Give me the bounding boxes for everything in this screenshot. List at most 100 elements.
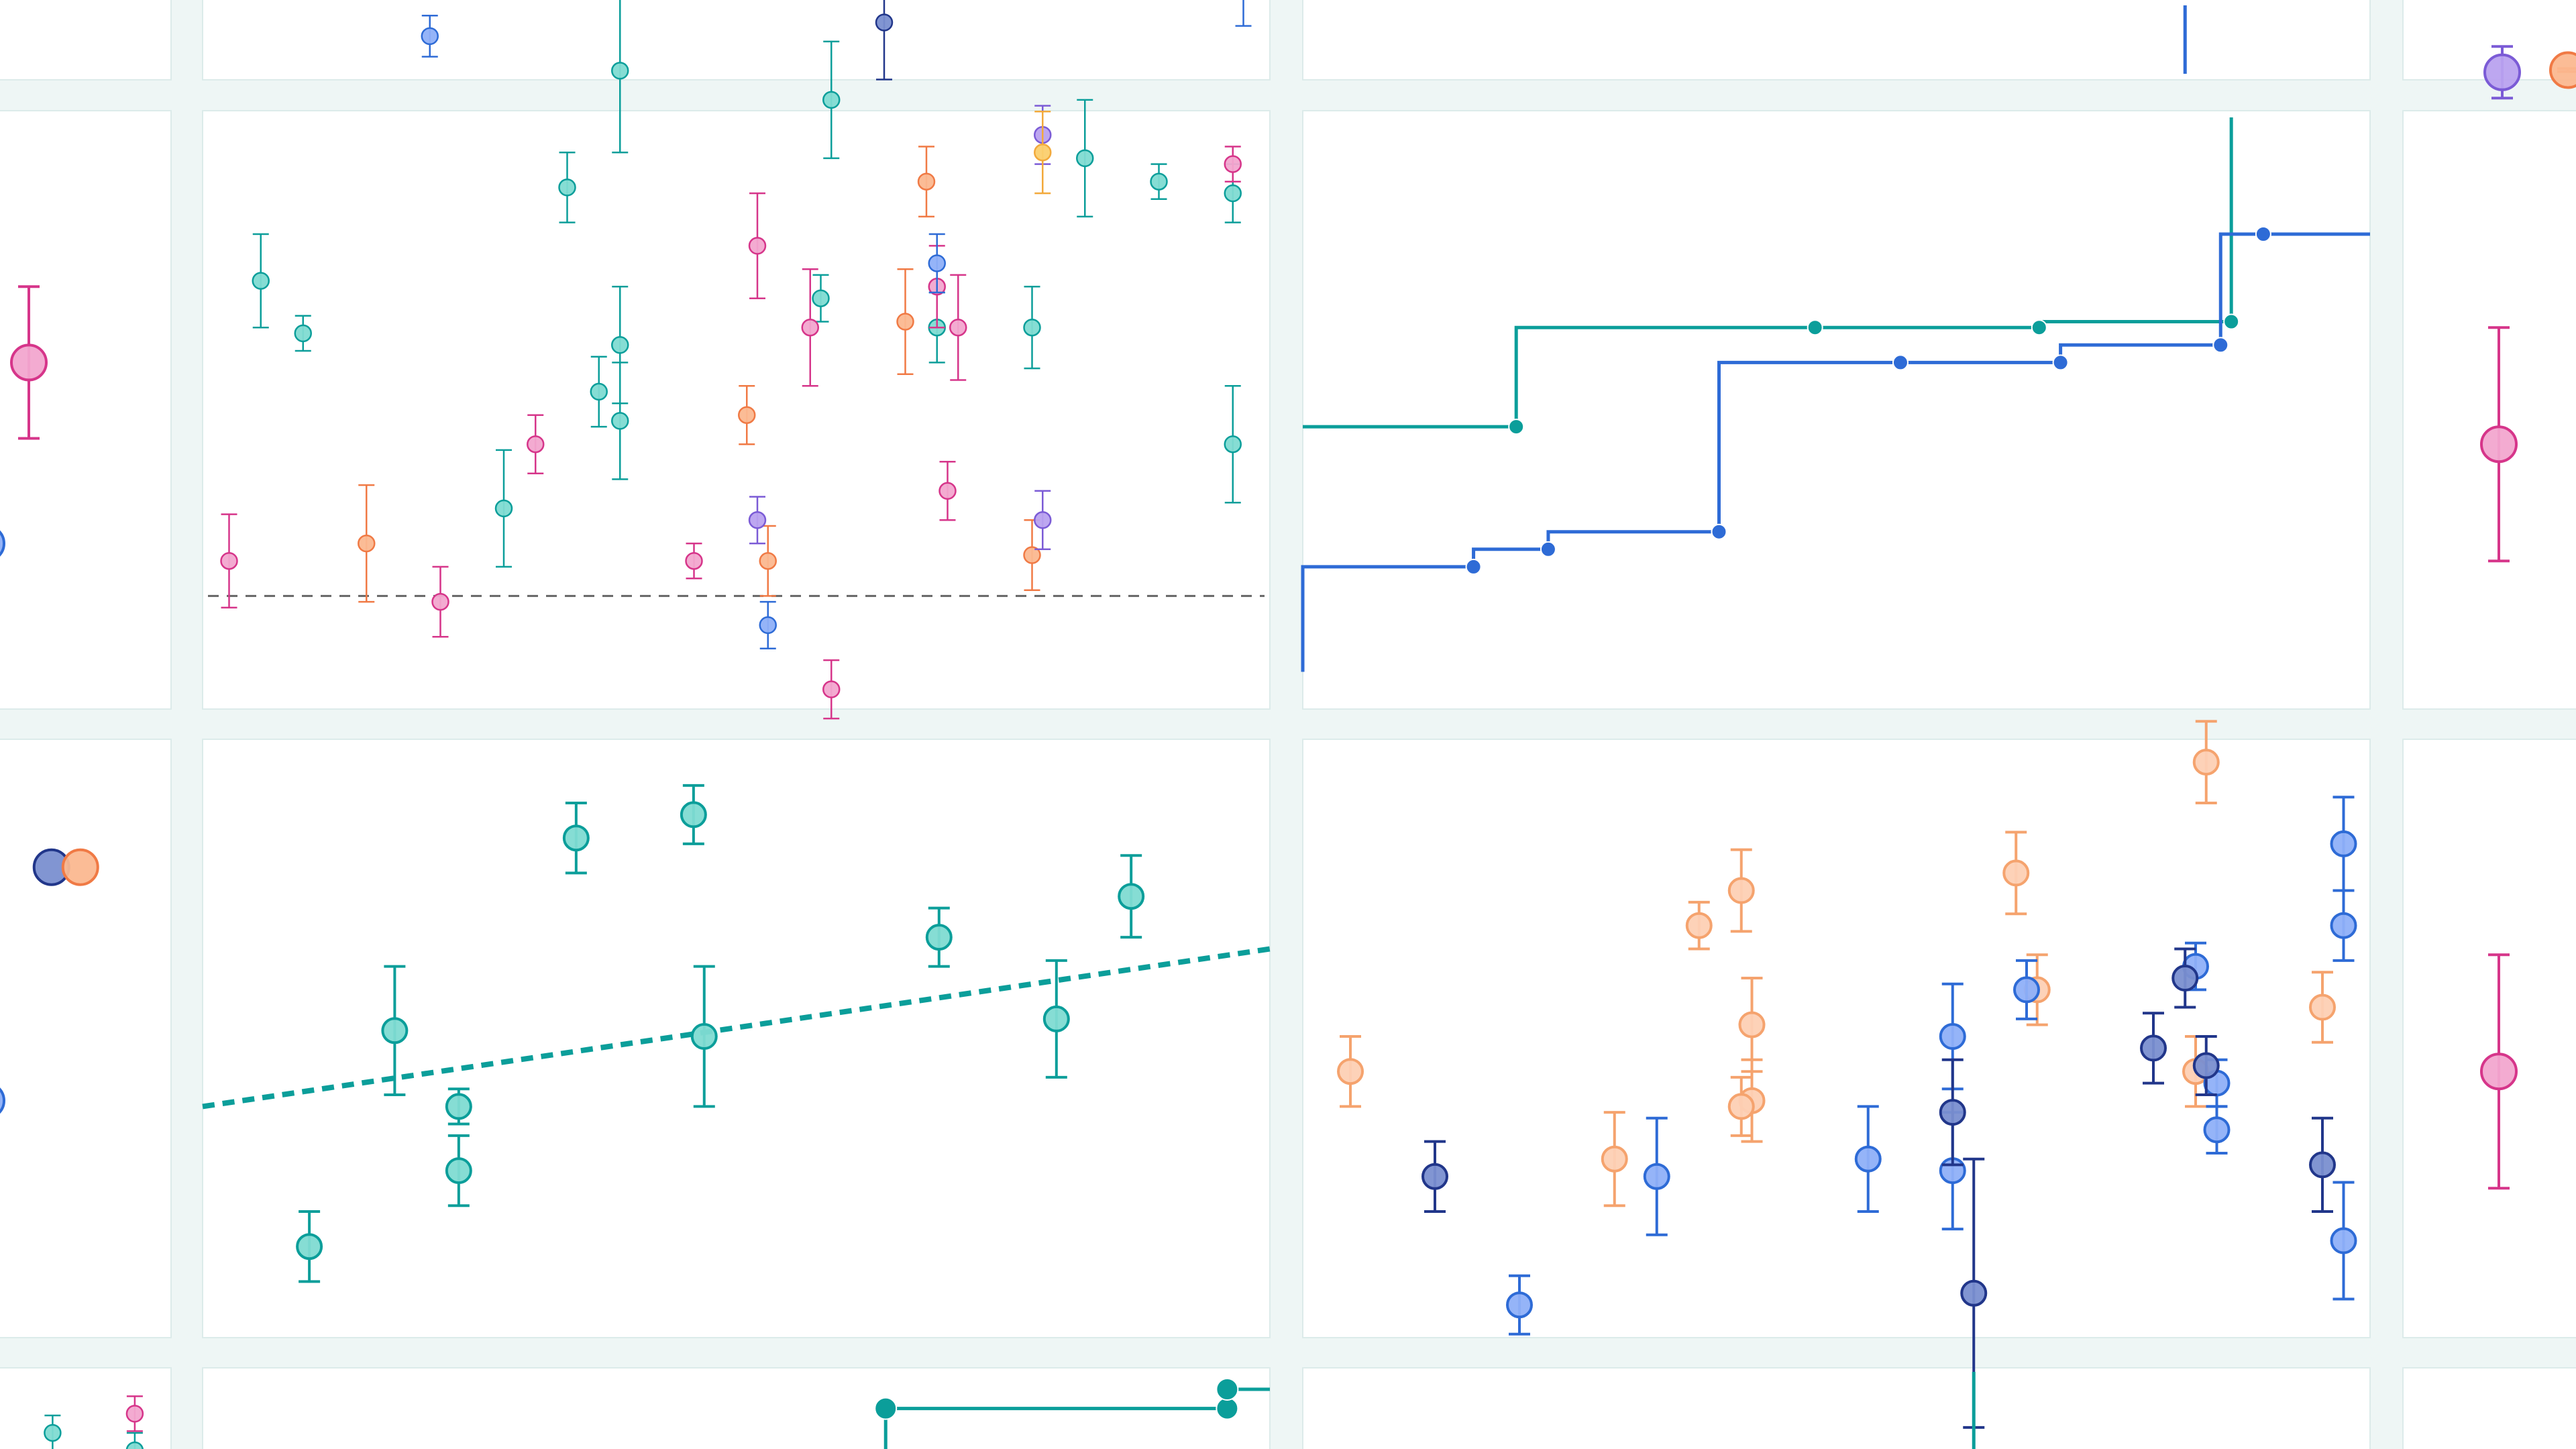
data-point: [611, 412, 629, 430]
step-point: [2212, 337, 2229, 354]
data-point: [421, 27, 439, 46]
data-point: [685, 551, 703, 570]
data-point: [296, 1233, 323, 1260]
data-point: [1685, 912, 1713, 939]
data-point: [2330, 912, 2357, 939]
data-point: [494, 499, 513, 518]
panel-lower-middle: [202, 739, 1271, 1338]
data-point: [949, 318, 967, 337]
step-point: [874, 1397, 898, 1420]
data-point: [611, 336, 629, 354]
step-point: [2223, 313, 2240, 330]
data-point: [294, 324, 312, 343]
step-point: [1508, 419, 1525, 435]
data-point: [1738, 1011, 1766, 1038]
data-point: [61, 848, 99, 886]
data-point: [917, 172, 936, 191]
data-point: [1727, 877, 1755, 904]
step-point: [1711, 523, 1727, 540]
data-point: [2140, 1034, 2167, 1062]
data-point: [680, 801, 707, 828]
series-line: [1303, 117, 2233, 429]
data-point: [925, 924, 953, 951]
data-point: [1034, 143, 1052, 162]
data-point: [738, 406, 756, 424]
data-point: [1224, 184, 1242, 203]
data-point: [2483, 53, 2521, 91]
data-point: [252, 272, 270, 290]
step-point: [1540, 541, 1556, 557]
step-point: [2255, 226, 2271, 242]
panel-bottom-right-edge: [2402, 1367, 2576, 1449]
panel-top-right: [1302, 0, 2371, 80]
data-point: [2330, 1227, 2357, 1254]
step-point: [1216, 1378, 1239, 1401]
step-point: [2052, 354, 2069, 371]
data-point: [558, 178, 576, 197]
data-point: [1118, 883, 1145, 910]
panel-lower-right-edge: [2402, 739, 2576, 1338]
panel-middle-left-edge: [0, 110, 172, 710]
data-point: [220, 551, 238, 570]
data-point: [1023, 546, 1041, 564]
panel-middle-middle: [202, 110, 1271, 710]
step-point: [1465, 558, 1482, 575]
data-point: [1727, 1093, 1755, 1120]
panel-top-left: [0, 0, 172, 80]
data-point: [1150, 172, 1168, 191]
data-point: [812, 289, 830, 307]
data-point: [759, 616, 777, 635]
data-point: [590, 382, 608, 401]
data-point: [2203, 1116, 2231, 1144]
data-point: [896, 313, 914, 331]
panel-lower-right: [1302, 739, 2371, 1338]
panel-middle-right-edge: [2402, 110, 2576, 710]
panel-bottom-left-edge: [0, 1367, 172, 1449]
data-point: [611, 62, 629, 80]
data-point: [928, 254, 946, 272]
data-point: [2002, 859, 2030, 887]
data-point: [2013, 976, 2040, 1004]
data-point: [1939, 1023, 1966, 1050]
data-point: [801, 318, 819, 337]
data-point: [2309, 1151, 2336, 1179]
data-point: [0, 1087, 5, 1114]
data-point: [2309, 994, 2336, 1021]
data-point: [748, 511, 767, 529]
data-point: [445, 1093, 472, 1120]
data-point: [125, 1441, 144, 1449]
data-point: [2192, 749, 2220, 776]
data-point: [1023, 318, 1041, 337]
data-point: [1224, 435, 1242, 453]
data-point: [527, 435, 545, 453]
data-point: [1076, 149, 1094, 168]
data-point: [875, 13, 894, 32]
data-point: [1421, 1163, 1448, 1190]
data-point: [445, 1157, 472, 1185]
data-point: [822, 680, 841, 698]
data-point: [381, 1017, 409, 1044]
data-point: [1224, 155, 1242, 173]
data-point: [1854, 1145, 1882, 1173]
data-point: [44, 1424, 62, 1442]
data-point: [1960, 1279, 1988, 1307]
data-point: [2192, 1052, 2220, 1079]
data-point: [1506, 1291, 1533, 1319]
panel-lower-left-edge: [0, 739, 172, 1338]
data-point: [10, 343, 48, 382]
data-point: [1034, 511, 1052, 529]
data-point: [2330, 830, 2357, 857]
data-point: [358, 534, 376, 553]
data-point: [2171, 965, 2199, 991]
data-point: [0, 530, 5, 557]
data-point: [938, 482, 957, 500]
data-point: [690, 1023, 718, 1050]
data-point: [1337, 1058, 1364, 1085]
step-point: [1807, 319, 1823, 336]
data-point: [822, 91, 841, 109]
data-point: [125, 1405, 144, 1423]
data-point: [2480, 1053, 2518, 1091]
data-point: [1601, 1145, 1628, 1173]
